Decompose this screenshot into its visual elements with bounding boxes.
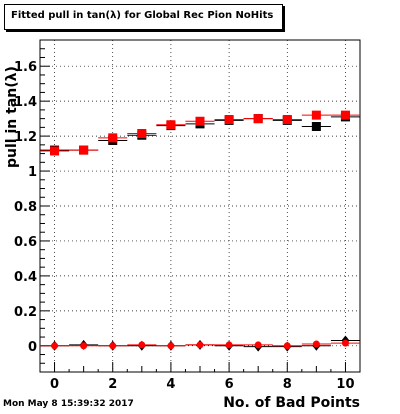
data-point-square <box>108 133 117 142</box>
data-point-circle <box>313 341 320 348</box>
data-point-square <box>196 117 205 126</box>
data-point-square <box>312 111 321 120</box>
timestamp-footer: Mon May 8 15:39:32 2017 <box>3 399 134 409</box>
data-point-square <box>137 129 146 138</box>
y-tick-label: 0 <box>28 340 37 355</box>
data-point-circle <box>109 342 116 349</box>
data-point-circle <box>138 341 145 348</box>
y-tick-label: 0.6 <box>14 235 37 250</box>
y-tick-label: 1 <box>28 165 37 180</box>
data-point-circle <box>51 342 58 349</box>
data-point-circle <box>342 340 349 347</box>
y-tick-label: 0.2 <box>14 305 37 320</box>
x-tick-label: 2 <box>108 377 117 392</box>
data-point-square <box>225 115 234 124</box>
y-axis-label: pull in tan(λ) <box>4 66 20 168</box>
data-point-square <box>50 146 59 155</box>
data-point-square <box>312 122 321 131</box>
x-tick-label: 8 <box>283 377 292 392</box>
data-point-circle <box>167 342 174 349</box>
chart-title: Fitted pull in tan(λ) for Global Rec Pio… <box>11 10 273 21</box>
y-tick-label: 0.8 <box>14 200 37 215</box>
x-axis-label: No. of Bad Points <box>223 395 360 411</box>
x-tick-label: 4 <box>166 377 175 392</box>
x-tick-label: 10 <box>336 377 354 392</box>
data-point-square <box>166 120 175 129</box>
x-tick-label: 6 <box>225 377 234 392</box>
data-point-square <box>341 111 350 120</box>
x-tick-label: 0 <box>50 377 59 392</box>
y-tick-label: 0.4 <box>14 270 37 285</box>
data-point-circle <box>226 341 233 348</box>
chart-title-box: Fitted pull in tan(λ) for Global Rec Pio… <box>4 4 283 30</box>
data-point-circle <box>80 342 87 349</box>
data-point-circle <box>255 341 262 348</box>
data-point-square <box>79 146 88 155</box>
data-point-square <box>283 115 292 124</box>
data-point-circle <box>197 341 204 348</box>
data-point-square <box>254 114 263 123</box>
data-point-circle <box>284 342 291 349</box>
